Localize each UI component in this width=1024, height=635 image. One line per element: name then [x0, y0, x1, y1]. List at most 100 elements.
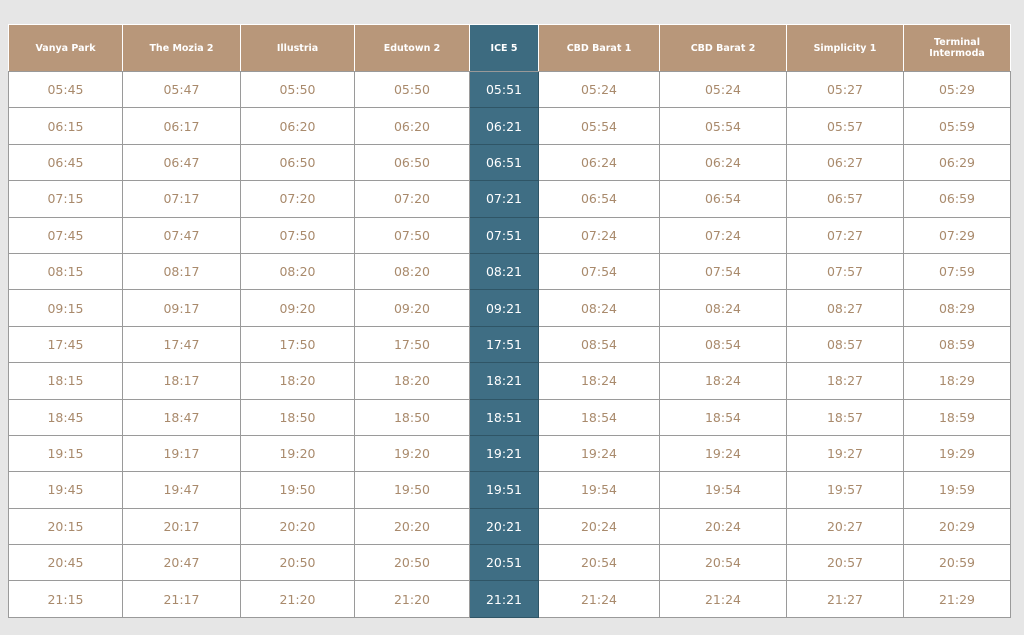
table-row: 20:15 20:17 20:20 20:20 20:21 20:24 20:24 20:27… [8, 507, 1011, 546]
time-cell: 17:50 [354, 325, 470, 364]
time-cell: 18:24 [659, 362, 787, 400]
time-cell: 07:20 [354, 180, 470, 218]
time-cell: 21:17 [122, 580, 241, 618]
time-cell: 08:24 [659, 289, 787, 327]
time-cell: 08:17 [122, 252, 241, 291]
time-cell: 19:54 [538, 471, 660, 509]
time-cell: 07:59 [903, 252, 1011, 291]
time-cell: 07:20 [240, 180, 355, 218]
time-cell: 05:50 [240, 70, 355, 109]
time-cell: 05:57 [786, 107, 904, 145]
time-cell: 07:57 [786, 252, 904, 291]
table-row: 18:15 18:17 18:20 18:20 18:21 18:24 18:24 18:27… [8, 362, 1011, 400]
time-cell: 19:50 [240, 471, 355, 509]
time-cell: 19:57 [786, 471, 904, 509]
time-cell: 18:51 [469, 398, 539, 436]
time-cell: 21:24 [659, 580, 787, 618]
time-cell: 19:47 [122, 471, 241, 509]
time-cell: 20:50 [354, 544, 470, 582]
time-cell: 21:20 [240, 580, 355, 618]
time-cell: 08:27 [786, 289, 904, 327]
time-cell: 20:27 [786, 507, 904, 546]
column-header: CBD Barat 2 [659, 24, 787, 72]
time-cell: 20:21 [469, 507, 539, 546]
time-cell: 18:17 [122, 362, 241, 400]
time-cell: 20:45 [8, 544, 123, 582]
column-header: Terminal Intermoda [903, 24, 1011, 72]
time-cell: 05:47 [122, 70, 241, 109]
time-cell: 06:59 [903, 180, 1011, 218]
time-cell: 19:59 [903, 471, 1011, 509]
time-cell: 19:24 [538, 434, 660, 473]
column-header: Vanya Park [8, 24, 123, 72]
time-cell: 09:17 [122, 289, 241, 327]
time-cell: 07:24 [538, 216, 660, 254]
table-row: 07:45 07:47 07:50 07:50 07:51 07:24 07:24 07:27… [8, 216, 1011, 254]
column-header: CBD Barat 1 [538, 24, 660, 72]
time-cell: 07:54 [659, 252, 787, 291]
time-cell: 09:21 [469, 289, 539, 327]
time-cell: 18:50 [354, 398, 470, 436]
time-cell: 20:47 [122, 544, 241, 582]
time-cell: 07:29 [903, 216, 1011, 254]
time-cell: 08:24 [538, 289, 660, 327]
time-cell: 06:54 [538, 180, 660, 218]
table-row: 17:45 17:47 17:50 17:50 17:51 08:54 08:54 08:57… [8, 325, 1011, 364]
column-header: The Mozia 2 [122, 24, 241, 72]
time-cell: 05:24 [538, 70, 660, 109]
time-cell: 20:15 [8, 507, 123, 546]
time-cell: 20:54 [659, 544, 787, 582]
table-row: 06:15 06:17 06:20 06:20 06:21 05:54 05:54 05:57… [8, 107, 1011, 145]
time-cell: 07:54 [538, 252, 660, 291]
time-cell: 05:50 [354, 70, 470, 109]
time-cell: 07:15 [8, 180, 123, 218]
time-cell: 07:47 [122, 216, 241, 254]
time-cell: 19:54 [659, 471, 787, 509]
time-cell: 07:21 [469, 180, 539, 218]
time-cell: 19:21 [469, 434, 539, 473]
time-cell: 18:24 [538, 362, 660, 400]
time-cell: 08:21 [469, 252, 539, 291]
time-cell: 18:20 [354, 362, 470, 400]
column-header: Edutown 2 [354, 24, 470, 72]
time-cell: 06:24 [538, 143, 660, 182]
time-cell: 21:20 [354, 580, 470, 618]
time-cell: 20:59 [903, 544, 1011, 582]
time-cell: 18:15 [8, 362, 123, 400]
time-cell: 21:21 [469, 580, 539, 618]
time-cell: 06:57 [786, 180, 904, 218]
table-row: 21:15 21:17 21:20 21:20 21:21 21:24 21:24 21:27… [8, 580, 1011, 618]
table-row: 08:15 08:17 08:20 08:20 08:21 07:54 07:54 07:57… [8, 252, 1011, 291]
time-cell: 07:45 [8, 216, 123, 254]
time-cell: 06:29 [903, 143, 1011, 182]
time-cell: 06:20 [354, 107, 470, 145]
time-cell: 20:29 [903, 507, 1011, 546]
time-cell: 20:54 [538, 544, 660, 582]
time-cell: 09:20 [240, 289, 355, 327]
time-cell: 19:50 [354, 471, 470, 509]
time-cell: 06:47 [122, 143, 241, 182]
time-cell: 06:27 [786, 143, 904, 182]
time-cell: 08:29 [903, 289, 1011, 327]
time-cell: 06:24 [659, 143, 787, 182]
time-cell: 06:45 [8, 143, 123, 182]
time-cell: 06:51 [469, 143, 539, 182]
time-cell: 07:50 [354, 216, 470, 254]
time-cell: 05:24 [659, 70, 787, 109]
time-cell: 05:27 [786, 70, 904, 109]
time-cell: 18:59 [903, 398, 1011, 436]
time-cell: 20:24 [659, 507, 787, 546]
time-cell: 05:45 [8, 70, 123, 109]
time-cell: 18:20 [240, 362, 355, 400]
time-cell: 17:47 [122, 325, 241, 364]
time-cell: 06:17 [122, 107, 241, 145]
time-cell: 19:24 [659, 434, 787, 473]
time-cell: 18:45 [8, 398, 123, 436]
time-cell: 20:20 [240, 507, 355, 546]
time-cell: 05:54 [659, 107, 787, 145]
time-cell: 18:50 [240, 398, 355, 436]
time-cell: 18:27 [786, 362, 904, 400]
time-cell: 18:54 [659, 398, 787, 436]
